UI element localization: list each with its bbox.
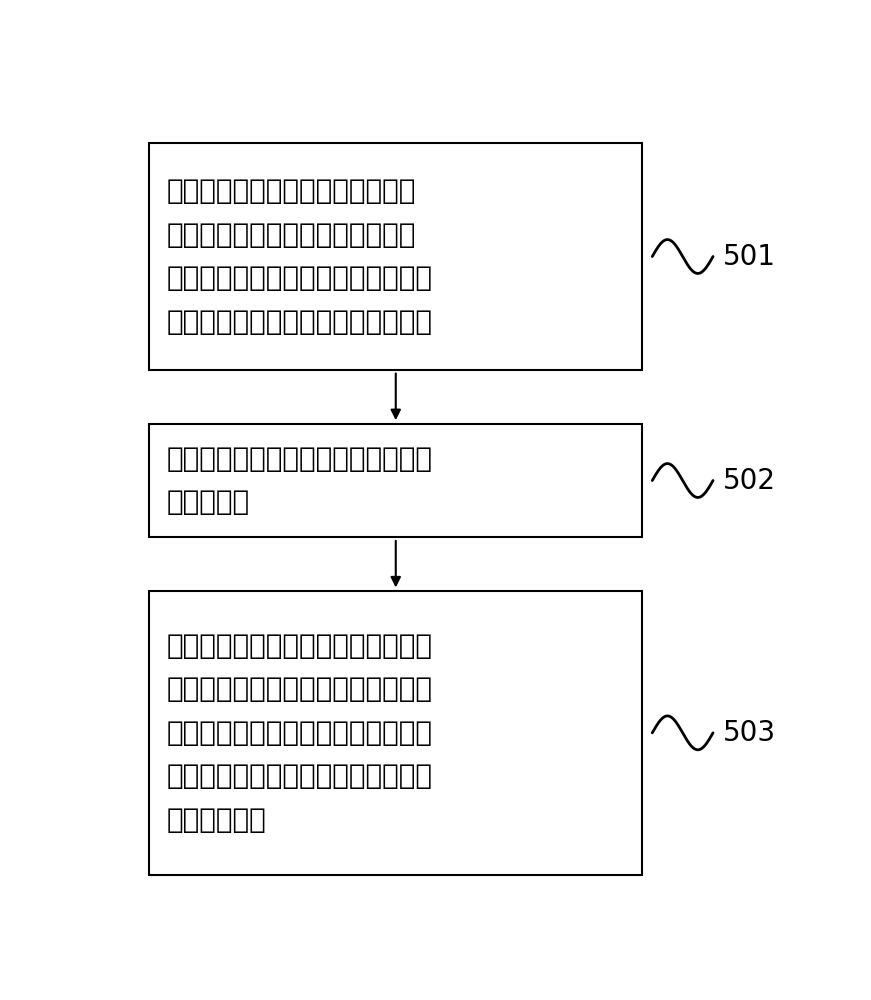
- Text: 501: 501: [723, 243, 776, 271]
- Text: 在终端的服务小区的接收波束集合
中，确定该服务小区的最优接收波
束，其中，该服务小区的接收波束集
合包括第一接收波束和第二接收波束: 在终端的服务小区的接收波束集合 中，确定该服务小区的最优接收波 束，其中，该服务…: [166, 177, 432, 336]
- Text: 在该第一接收波束被连续多次确定为
该服务小区的最优接收波束时，更新
该服务小区的接收波束集合，该服务
小区的更新的接收波束集合只包括该
第一接收波束: 在该第一接收波束被连续多次确定为 该服务小区的最优接收波束时，更新 该服务小区的…: [166, 632, 432, 834]
- Bar: [150, 591, 642, 875]
- Text: 503: 503: [723, 719, 776, 747]
- Text: 502: 502: [723, 467, 776, 495]
- Bar: [150, 424, 642, 537]
- Bar: [150, 143, 642, 370]
- Text: 通过该最优接收波束接收该服务小区
的下行消息: 通过该最优接收波束接收该服务小区 的下行消息: [166, 445, 432, 516]
